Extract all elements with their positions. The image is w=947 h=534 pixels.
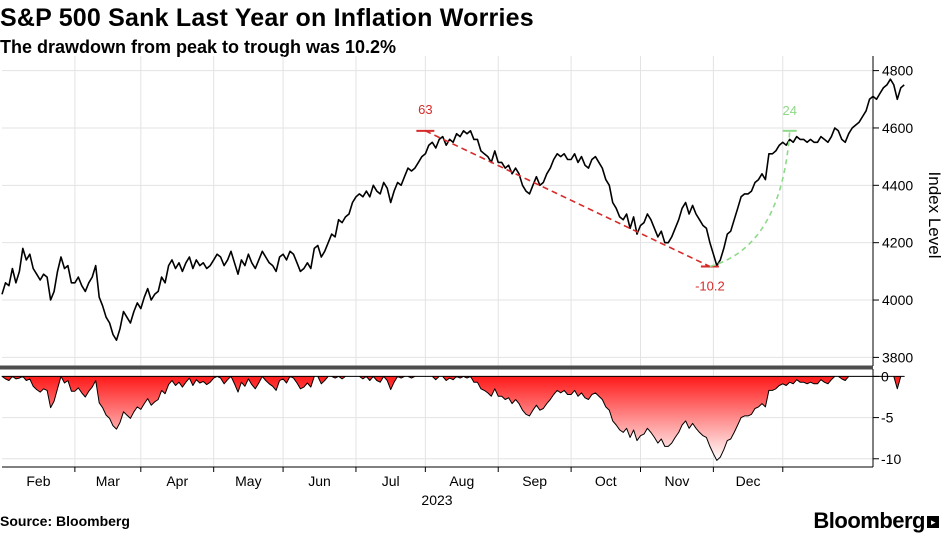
month-label: Oct [595,473,617,489]
y-tick-label-top: 4600 [882,120,913,136]
recovery-label: 24 [782,103,796,118]
brand-text: Bloomberg [813,508,925,533]
recovery-dashed-curve [709,130,791,268]
grid-lines [2,56,873,467]
y-tick-label-top: 4000 [882,292,913,308]
y-tick-label-top: 4200 [882,235,913,251]
trough-label: -10.2 [695,278,725,293]
annotations-group: 63 -10.2 24 [416,102,797,293]
year-label: 2023 [421,492,452,508]
peak-label: 63 [418,102,432,117]
drawdown-area [1,375,905,461]
bloomberg-mark-icon: ▸ [927,516,939,529]
y-tick-label-bottom: -5 [881,410,894,426]
month-label: Mar [96,473,120,489]
month-label: Aug [449,473,474,489]
month-label: Jun [308,473,331,489]
y-tick-label-top: 4400 [882,177,913,193]
month-label: Nov [664,473,689,489]
month-label: Feb [26,473,50,489]
y-tick-label-bottom: -10 [881,451,901,467]
y-axis-label: Index Level [925,172,944,259]
axes-group: 3800 4000 4200 4400 4600 4800 0 -5 -10 Index Leve… [0,56,944,508]
price-line-group [1,78,905,341]
y-tick-label-bottom: 0 [881,368,889,384]
month-label: Dec [736,473,761,489]
source-note: Source: Bloomberg [0,513,130,529]
chart-subtitle: The drawdown from peak to trough was 10.… [0,37,397,57]
month-label: May [235,473,261,489]
bloomberg-logo: Bloomberg ▸ [813,508,939,534]
month-label: Jul [382,473,400,489]
month-label: Sep [522,473,547,489]
chart-title: S&P 500 Sank Last Year on Inflation Worr… [0,4,534,32]
month-label: Apr [166,473,188,489]
y-tick-label-top: 3800 [882,349,913,365]
sp500-price-line [1,78,905,341]
decline-dashed-line [425,130,711,268]
drawdown-area-group [1,375,905,461]
y-tick-label-top: 4800 [882,63,913,79]
